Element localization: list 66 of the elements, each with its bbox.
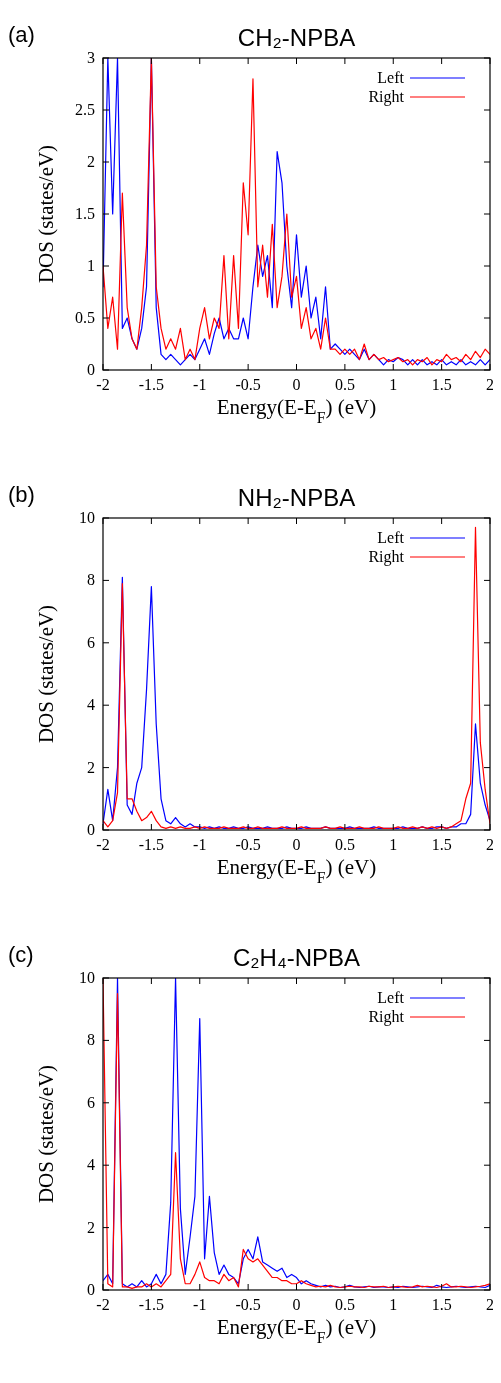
y-tick-label: 6 xyxy=(87,1093,95,1111)
x-tick-label: 1 xyxy=(389,836,398,853)
x-tick-label: -1.5 xyxy=(138,836,165,853)
y-tick-label: 2.5 xyxy=(75,101,95,118)
x-tick-label: -0.5 xyxy=(235,836,261,853)
x-tick-label: 1 xyxy=(389,1296,398,1313)
x-tick-label: 2 xyxy=(486,376,494,393)
x-axis-title: Energy(E-E$_{F}$) (eV) xyxy=(216,855,377,886)
legend-label: Left xyxy=(377,989,405,1006)
chart-title: C₂H₄-NPBA xyxy=(232,944,361,971)
x-tick-label: 1.5 xyxy=(431,376,452,393)
y-tick-label: 2 xyxy=(87,153,95,170)
text: (a) xyxy=(8,22,35,47)
chart-title: NH₂-NPBA xyxy=(237,484,356,511)
x-tick-label: -1 xyxy=(193,376,207,393)
y-tick-label: 8 xyxy=(87,1031,95,1049)
y-axis-title: DOS (states/eV) xyxy=(34,1064,58,1204)
x-tick-label: 1 xyxy=(389,376,398,393)
legend-label: Left xyxy=(377,69,405,86)
x-tick-label: -2 xyxy=(96,1296,110,1313)
y-tick-label: 10 xyxy=(79,509,95,526)
y-tick-label: 1.5 xyxy=(75,205,95,222)
x-axis-title: Energy(E-E$_{F}$) (eV) xyxy=(216,1315,377,1346)
x-tick-label: -2 xyxy=(96,376,110,393)
y-tick-label: 0 xyxy=(87,361,95,378)
x-tick-label: -1 xyxy=(193,1296,207,1313)
x-tick-label: 1.5 xyxy=(431,1296,452,1313)
x-tick-label: 2 xyxy=(486,836,494,853)
y-tick-label: 2 xyxy=(87,758,95,776)
x-tick-label: -1 xyxy=(193,836,207,853)
x-tick-label: 0 xyxy=(292,836,301,853)
x-tick-label: -2 xyxy=(96,836,110,853)
y-tick-label: 6 xyxy=(87,633,95,651)
x-tick-label: 0 xyxy=(292,1296,301,1313)
y-tick-label: 3 xyxy=(87,49,95,66)
y-tick-label: 4 xyxy=(87,1156,95,1174)
text: (c) xyxy=(8,942,34,967)
legend-label: Right xyxy=(368,88,405,106)
x-axis-title: Energy(E-E$_{F}$) (eV) xyxy=(216,395,377,426)
x-tick-label: -0.5 xyxy=(235,376,261,393)
y-tick-label: 0 xyxy=(87,821,95,838)
x-tick-label: -1.5 xyxy=(138,376,165,393)
line-series xyxy=(103,58,490,366)
x-tick-label: 2 xyxy=(486,1296,494,1313)
y-tick-label: 4 xyxy=(87,696,95,714)
x-tick-label: 0 xyxy=(292,376,301,393)
y-tick-label: 1 xyxy=(87,257,95,274)
text: (b) xyxy=(8,482,35,507)
x-tick-label: 1.5 xyxy=(431,836,452,853)
y-tick-label: 2 xyxy=(87,1218,95,1236)
x-tick-label: -0.5 xyxy=(235,1296,261,1313)
y-tick-label: 10 xyxy=(79,969,95,986)
x-tick-label: 0.5 xyxy=(334,836,355,853)
legend-label: Left xyxy=(377,529,405,546)
x-tick-label: 0.5 xyxy=(334,376,355,393)
legend-label: Right xyxy=(368,548,405,566)
y-axis-title: DOS (states/eV) xyxy=(34,144,58,284)
chart-title: CH₂-NPBA xyxy=(237,24,356,51)
x-tick-label: 0.5 xyxy=(334,1296,355,1313)
y-tick-label: 0 xyxy=(87,1281,95,1298)
y-tick-label: 0.5 xyxy=(75,309,95,326)
legend-label: Right xyxy=(368,1008,405,1026)
y-tick-label: 8 xyxy=(87,571,95,589)
y-axis-title: DOS (states/eV) xyxy=(34,604,58,744)
line-series xyxy=(103,526,490,830)
x-tick-label: -1.5 xyxy=(138,1296,165,1313)
